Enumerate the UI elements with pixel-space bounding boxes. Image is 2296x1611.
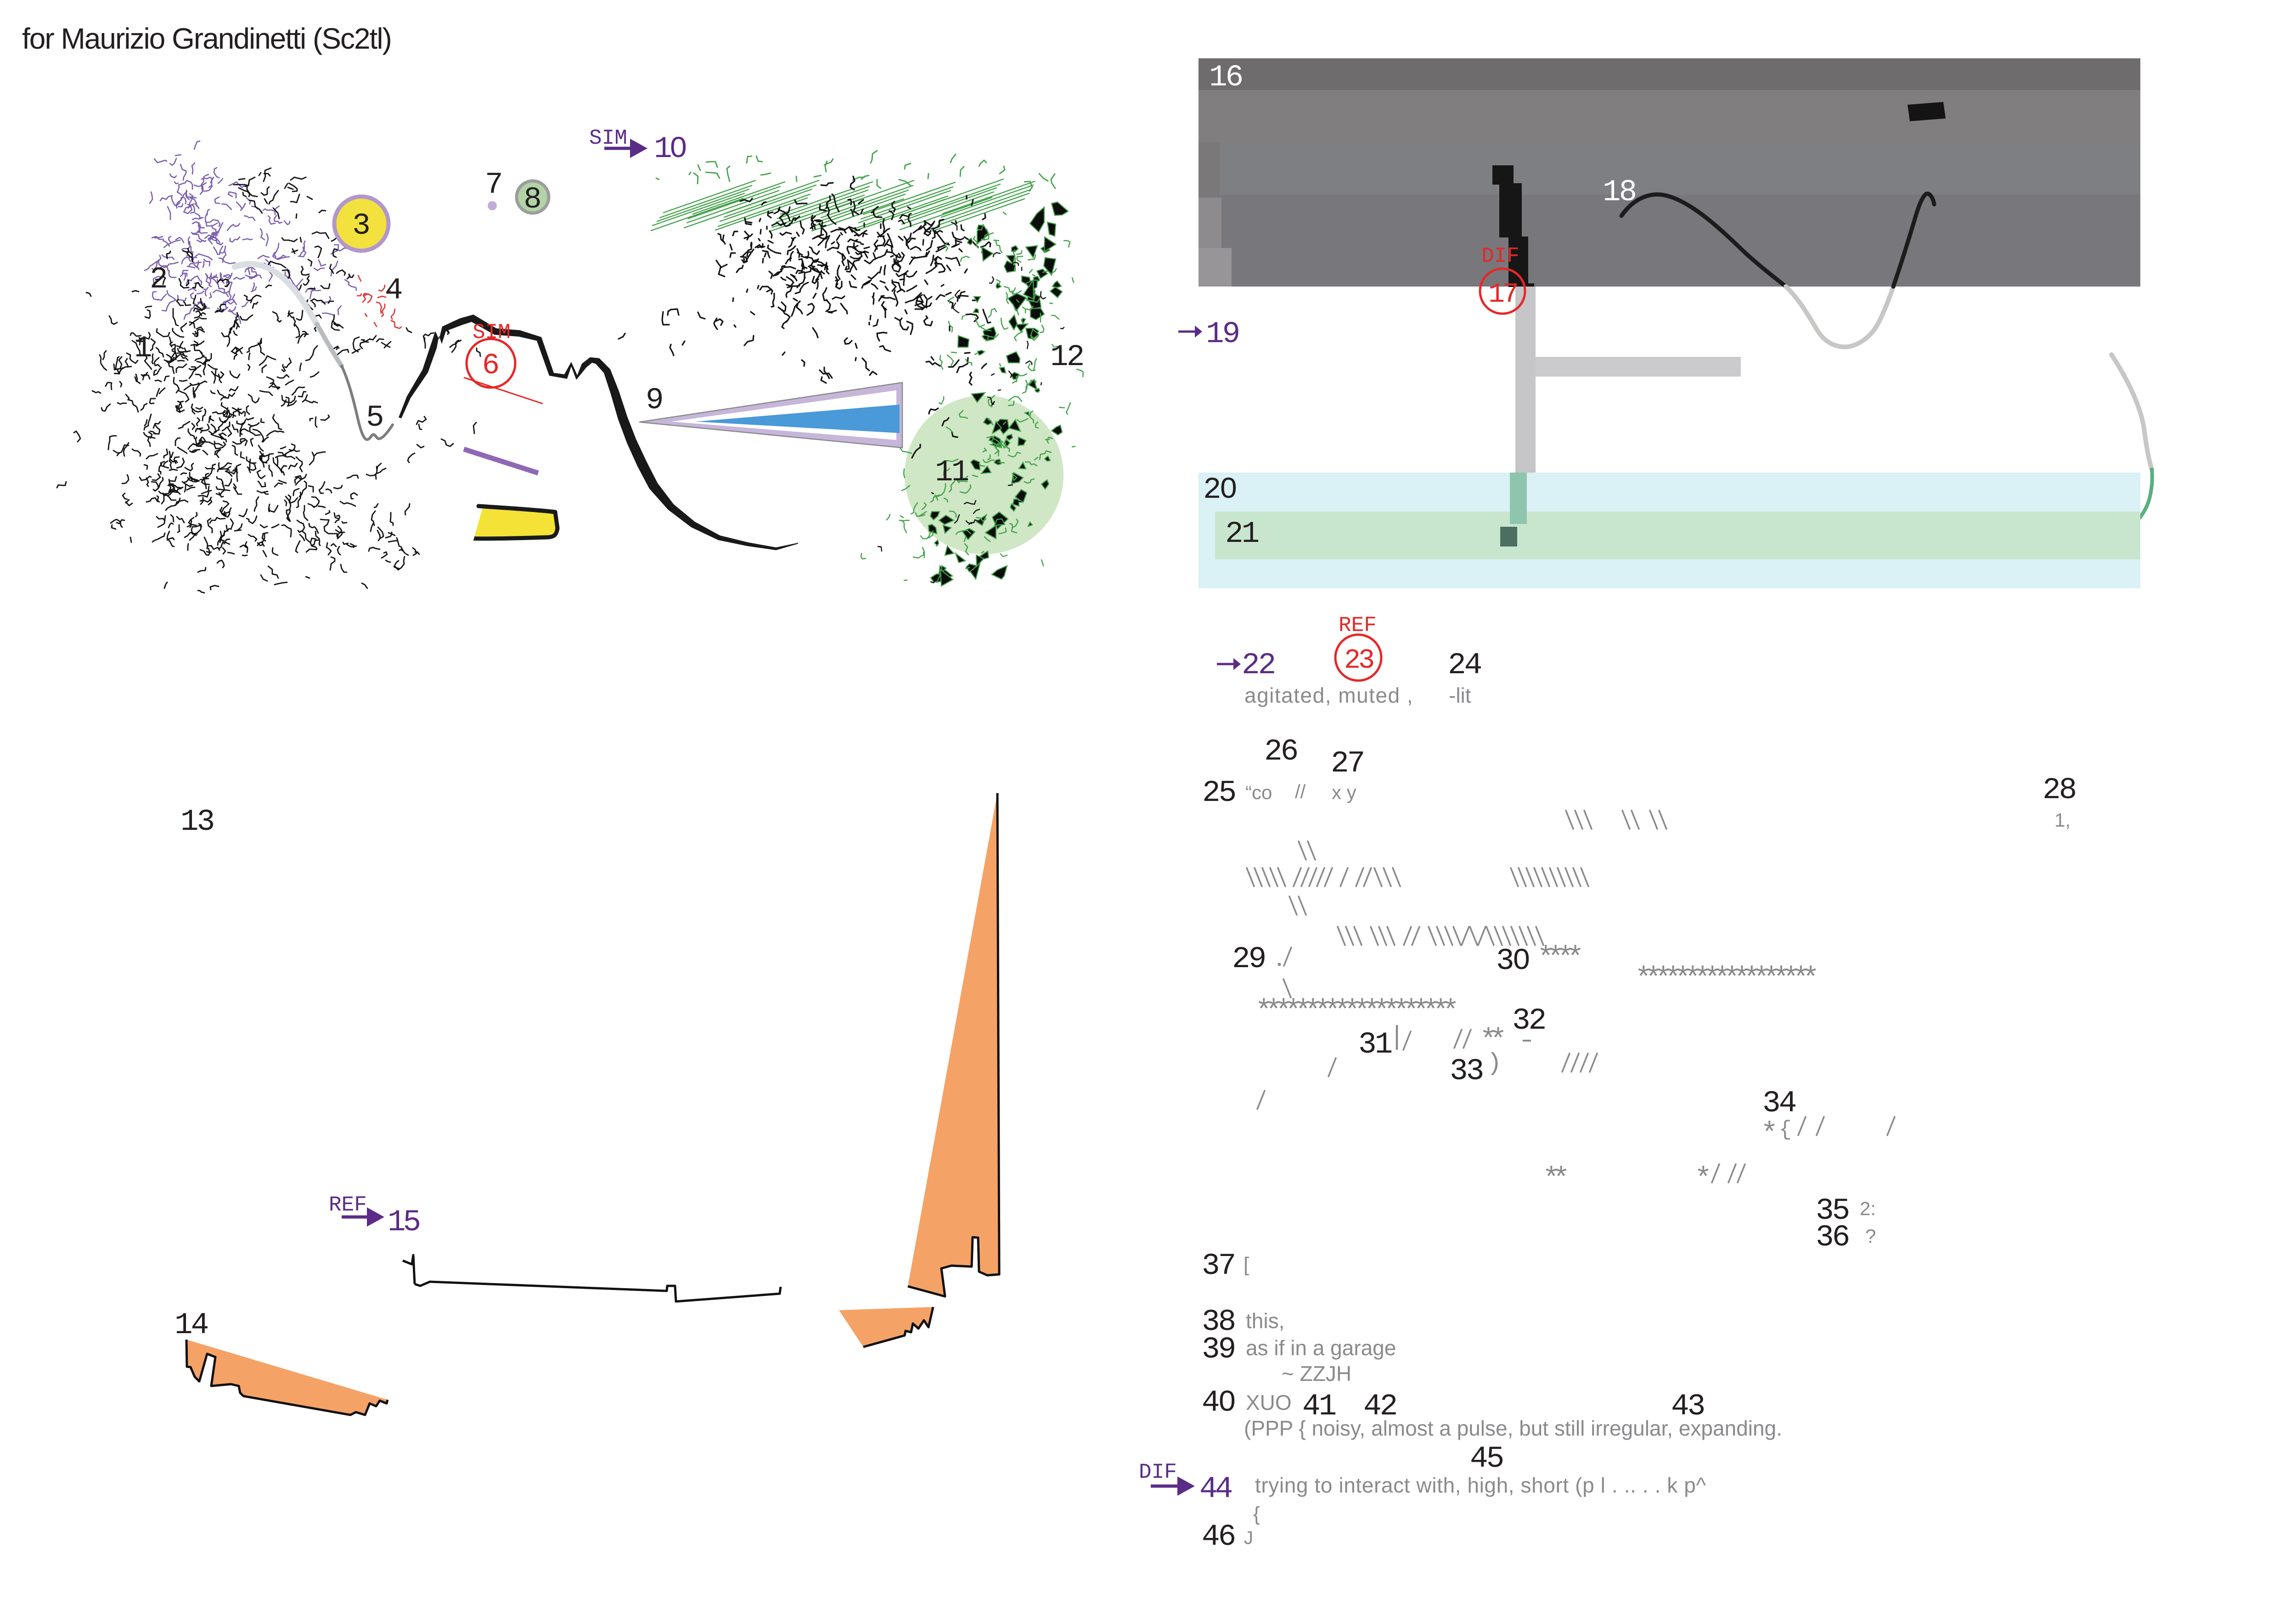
svg-text:26: 26 (1264, 734, 1297, 769)
svg-text:9: 9 (646, 383, 664, 417)
svg-text:4: 4 (385, 273, 403, 308)
svg-text:SIM: SIM (473, 321, 511, 344)
svg-text:25: 25 (1202, 776, 1235, 810)
svg-text:44: 44 (1199, 1472, 1232, 1506)
svg-text:31: 31 (1358, 1027, 1392, 1062)
svg-text:-lit: -lit (1449, 683, 1471, 707)
svg-text:DIF: DIF (1481, 244, 1519, 268)
svg-text:32: 32 (1512, 1003, 1545, 1038)
svg-text:x y: x y (1332, 782, 1356, 803)
svg-text:43: 43 (1671, 1389, 1704, 1424)
svg-text:12: 12 (1050, 340, 1083, 374)
svg-text:23: 23 (1344, 645, 1373, 676)
svg-text:30: 30 (1496, 944, 1529, 978)
svg-text:1,: 1, (2054, 809, 2071, 831)
svg-text:agitated, muted ,: agitated, muted , (1244, 683, 1413, 707)
svg-text:for Maurizio Grandinetti (Sc2t: for Maurizio Grandinetti (Sc2tl) (22, 22, 391, 55)
svg-text:19: 19 (1206, 317, 1239, 351)
svg-text:14: 14 (174, 1308, 208, 1342)
svg-text:29: 29 (1232, 942, 1265, 976)
svg-text:46: 46 (1202, 1520, 1235, 1554)
svg-text:REF: REF (329, 1193, 367, 1217)
svg-text:42: 42 (1363, 1389, 1396, 1424)
svg-text:22: 22 (1242, 648, 1274, 682)
svg-text:39: 39 (1202, 1332, 1235, 1367)
svg-text:40: 40 (1202, 1386, 1235, 1420)
svg-text:28: 28 (2043, 773, 2076, 807)
svg-text:this,: this, (1246, 1309, 1284, 1333)
svg-text:SIM: SIM (589, 126, 627, 150)
svg-text:18: 18 (1603, 175, 1636, 209)
svg-text:[: [ (1244, 1253, 1249, 1276)
svg-text:3: 3 (352, 208, 371, 243)
svg-text:7: 7 (485, 168, 503, 202)
svg-text:XUO: XUO (1246, 1391, 1292, 1414)
svg-text:16: 16 (1209, 60, 1242, 95)
svg-text:“co: “co (1245, 782, 1272, 803)
svg-text:{: { (1779, 1118, 1792, 1142)
svg-text:as if in a garage: as if in a garage (1246, 1336, 1396, 1360)
svg-text:8: 8 (523, 182, 542, 217)
svg-text:15: 15 (388, 1205, 420, 1239)
svg-text:13: 13 (180, 805, 214, 839)
svg-text:DIF: DIF (1139, 1460, 1177, 1484)
svg-text:****: **** (1537, 942, 1581, 975)
svg-text:5: 5 (366, 400, 384, 435)
svg-text:24: 24 (1448, 648, 1481, 682)
svg-text:******************: ****************** (1635, 963, 1816, 996)
svg-text://: // (1295, 781, 1306, 802)
svg-text:45: 45 (1470, 1442, 1503, 1476)
svg-text:2:: 2: (1860, 1198, 1876, 1219)
svg-text:?: ? (1865, 1225, 1876, 1247)
svg-text:J: J (1244, 1528, 1253, 1548)
svg-text:27: 27 (1331, 746, 1363, 781)
svg-text:37: 37 (1202, 1249, 1234, 1283)
svg-text:*: * (1694, 1163, 1712, 1196)
svg-text:33: 33 (1450, 1054, 1483, 1088)
svg-text:(PPP { noisy, almost a pulse,: (PPP { noisy, almost a pulse, but still … (1244, 1416, 1782, 1440)
svg-text:{: { (1253, 1503, 1260, 1525)
svg-text:38: 38 (1202, 1305, 1235, 1339)
svg-text:**: ** (1542, 1163, 1566, 1196)
svg-text:34: 34 (1762, 1086, 1796, 1121)
svg-text:trying to interact with, high,: trying to interact with, high, short (p … (1255, 1473, 1706, 1497)
svg-text:2: 2 (150, 262, 168, 297)
svg-text:~ ZZJH: ~ ZZJH (1282, 1362, 1351, 1386)
svg-text:10: 10 (654, 132, 686, 166)
svg-text:*: * (1761, 1118, 1778, 1151)
svg-text:): ) (1487, 1050, 1502, 1078)
svg-text:41: 41 (1302, 1389, 1336, 1424)
svg-text:36: 36 (1816, 1220, 1849, 1255)
svg-text:********************: ******************** (1255, 996, 1456, 1029)
svg-text:35: 35 (1816, 1194, 1849, 1228)
svg-text:11: 11 (935, 455, 968, 490)
svg-text:17: 17 (1488, 279, 1517, 310)
svg-text:21: 21 (1225, 517, 1259, 551)
svg-text:20: 20 (1203, 473, 1236, 507)
svg-text:REF: REF (1339, 614, 1377, 637)
svg-text:6: 6 (482, 349, 500, 383)
svg-text:1: 1 (134, 331, 152, 366)
